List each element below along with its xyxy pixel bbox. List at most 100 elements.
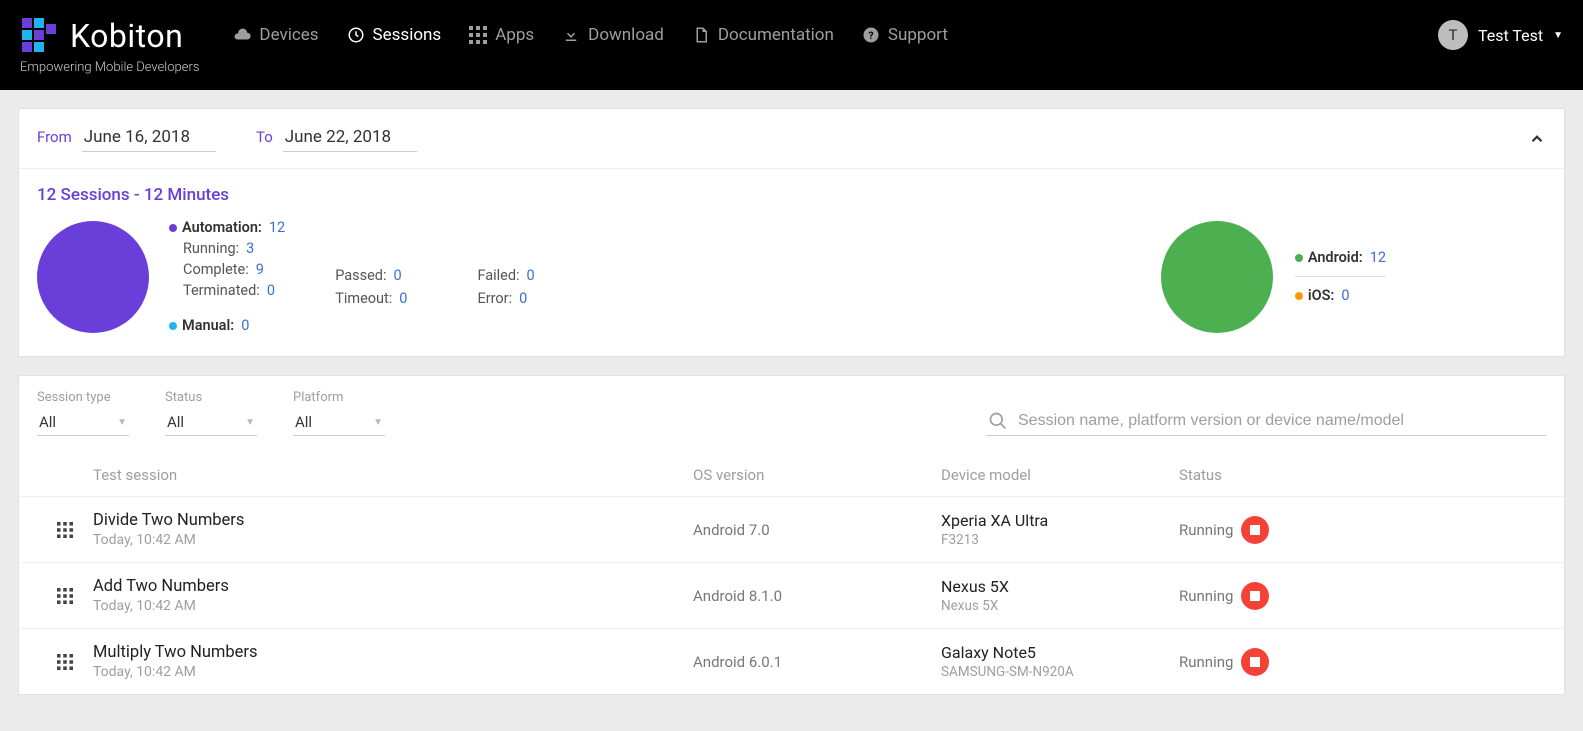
- dot-icon: [1295, 254, 1303, 262]
- device-name: Xperia XA Ultra: [941, 511, 1179, 530]
- svg-text:?: ?: [868, 29, 873, 42]
- stop-session-button[interactable]: [1241, 582, 1269, 610]
- nav-devices-label: Devices: [259, 25, 318, 45]
- table-row[interactable]: Multiply Two Numbers Today, 10:42 AM And…: [19, 628, 1564, 694]
- status-text: Running: [1179, 521, 1233, 539]
- user-name: Test Test: [1478, 26, 1543, 45]
- complete-value: 9: [256, 261, 264, 278]
- grid-icon: [469, 26, 487, 44]
- status-text: Running: [1179, 653, 1233, 671]
- table-header: Test session OS version Device model Sta…: [19, 446, 1564, 496]
- platform-filter[interactable]: All ▼: [293, 409, 385, 436]
- android-label: Android:: [1308, 249, 1363, 266]
- from-date-picker[interactable]: June 16, 2018: [82, 125, 216, 152]
- platform-pie-chart: [1161, 221, 1273, 333]
- divider: [1295, 276, 1386, 277]
- ios-value: 0: [1341, 287, 1349, 304]
- collapse-toggle[interactable]: [1528, 130, 1546, 148]
- cloud-icon: [233, 26, 251, 44]
- download-icon: [562, 26, 580, 44]
- running-label: Running:: [183, 240, 239, 257]
- grid-icon: [37, 522, 93, 538]
- passed-value: 0: [394, 267, 402, 284]
- stop-session-button[interactable]: [1241, 648, 1269, 676]
- nav-devices[interactable]: Devices: [221, 17, 330, 53]
- sessions-table-panel: Session type All ▼ Status All ▼ Platform…: [18, 375, 1565, 695]
- filters-bar: Session type All ▼ Status All ▼ Platform…: [19, 376, 1564, 446]
- to-date-picker[interactable]: June 22, 2018: [283, 125, 417, 152]
- col-header-os: OS version: [693, 466, 941, 484]
- android-value: 12: [1370, 249, 1386, 266]
- chevron-down-icon: ▼: [117, 417, 127, 428]
- table-body: Divide Two Numbers Today, 10:42 AM Andro…: [19, 496, 1564, 694]
- table-row[interactable]: Divide Two Numbers Today, 10:42 AM Andro…: [19, 496, 1564, 562]
- stop-icon: [1250, 525, 1260, 535]
- stop-icon: [1250, 591, 1260, 601]
- chevron-down-icon: ▼: [245, 417, 255, 428]
- user-menu[interactable]: T Test Test ▼: [1438, 20, 1563, 50]
- search-input[interactable]: [1018, 412, 1544, 430]
- summary-title: 12 Sessions - 12 Minutes: [37, 185, 1546, 205]
- session-type-filter-label: Session type: [37, 390, 129, 405]
- to-label: To: [256, 128, 273, 146]
- stop-icon: [1250, 657, 1260, 667]
- session-name: Multiply Two Numbers: [93, 643, 693, 662]
- status-filter[interactable]: All ▼: [165, 409, 257, 436]
- timeout-label: Timeout:: [335, 290, 392, 307]
- session-time: Today, 10:42 AM: [93, 664, 693, 680]
- brand-block: Kobiton Empowering Mobile Developers: [20, 16, 199, 75]
- session-time: Today, 10:42 AM: [93, 598, 693, 614]
- ios-label: iOS:: [1308, 287, 1335, 304]
- document-icon: [692, 26, 710, 44]
- nav-support-label: Support: [888, 25, 948, 45]
- session-name: Add Two Numbers: [93, 577, 693, 596]
- session-type-filter[interactable]: All ▼: [37, 409, 129, 436]
- clock-icon: [347, 26, 365, 44]
- device-name: Nexus 5X: [941, 577, 1179, 596]
- app-header: Kobiton Empowering Mobile Developers Dev…: [0, 0, 1583, 90]
- search-field[interactable]: [986, 407, 1546, 436]
- os-version: Android 8.1.0: [693, 587, 941, 605]
- dot-icon: [1295, 292, 1303, 300]
- nav-documentation[interactable]: Documentation: [680, 17, 846, 53]
- chevron-down-icon: ▼: [1553, 30, 1563, 41]
- user-avatar: T: [1438, 20, 1468, 50]
- platform-chart-block: Android: 12 iOS: 0: [1161, 219, 1386, 334]
- session-type-pie-chart: [37, 221, 149, 333]
- manual-value: 0: [241, 317, 249, 334]
- platform-filter-value: All: [295, 413, 312, 431]
- device-model: Nexus 5X: [941, 598, 1179, 614]
- status-filter-value: All: [167, 413, 184, 431]
- device-model: F3213: [941, 532, 1179, 548]
- stop-session-button[interactable]: [1241, 516, 1269, 544]
- col-header-status: Status: [1179, 466, 1546, 484]
- from-label: From: [37, 128, 72, 146]
- passed-label: Passed:: [335, 267, 386, 284]
- status-filter-label: Status: [165, 390, 257, 405]
- session-type-chart-block: Automation: 12 Running: 3 Complete: 9: [37, 219, 535, 334]
- nav-sessions[interactable]: Sessions: [335, 17, 454, 53]
- nav-download[interactable]: Download: [550, 17, 676, 53]
- error-value: 0: [519, 290, 527, 307]
- brand-tagline: Empowering Mobile Developers: [20, 60, 199, 75]
- platform-filter-label: Platform: [293, 390, 385, 405]
- brand-name: Kobiton: [70, 17, 183, 55]
- nav-support[interactable]: ? Support: [850, 17, 960, 53]
- timeout-value: 0: [399, 290, 407, 307]
- device-model: SAMSUNG-SM-N920A: [941, 664, 1179, 680]
- complete-label: Complete:: [183, 261, 249, 278]
- os-version: Android 6.0.1: [693, 653, 941, 671]
- status-text: Running: [1179, 587, 1233, 605]
- nav-apps[interactable]: Apps: [457, 17, 546, 53]
- running-value: 3: [246, 240, 254, 257]
- date-range-bar: From June 16, 2018 To June 22, 2018: [19, 109, 1564, 169]
- failed-label: Failed:: [477, 267, 519, 284]
- terminated-value: 0: [267, 282, 275, 299]
- col-header-device: Device model: [941, 466, 1179, 484]
- chevron-down-icon: ▼: [373, 417, 383, 428]
- grid-icon: [37, 588, 93, 604]
- table-row[interactable]: Add Two Numbers Today, 10:42 AM Android …: [19, 562, 1564, 628]
- top-nav: Devices Sessions Apps Download Documenta…: [221, 17, 1438, 53]
- dot-icon: [169, 224, 177, 232]
- nav-apps-label: Apps: [495, 25, 534, 45]
